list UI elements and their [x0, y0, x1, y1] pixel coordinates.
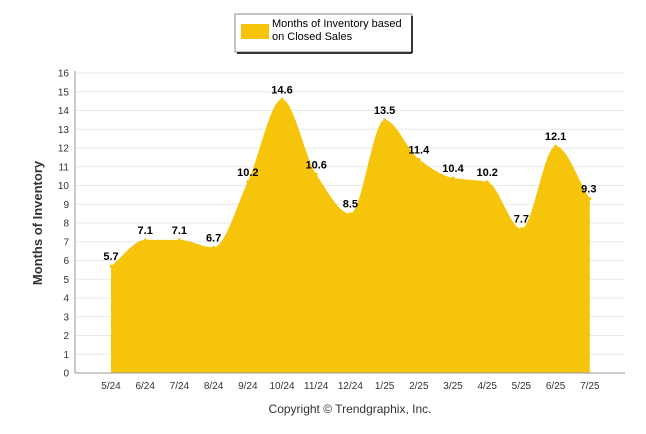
data-label-7/25: 9.3 [581, 184, 596, 196]
legend: Months of Inventory based on Closed Sale… [234, 13, 413, 54]
data-label-3/25: 10.4 [442, 163, 464, 175]
y-tick-label-0: 0 [63, 369, 69, 380]
y-tick-label-12: 12 [58, 144, 70, 155]
x-tick-label-5/24: 5/24 [101, 381, 121, 392]
legend-label-line2: on Closed Sales [272, 31, 353, 43]
y-tick-label-13: 13 [58, 125, 70, 136]
y-tick-label-16: 16 [58, 69, 70, 80]
x-tick-label-1/25: 1/25 [375, 381, 395, 392]
data-label-10/24: 14.6 [271, 84, 292, 96]
data-label-9/24: 10.2 [237, 167, 258, 179]
x-tick-label-4/25: 4/25 [477, 381, 497, 392]
x-tick-label-7/24: 7/24 [170, 381, 190, 392]
data-point-11/24 [314, 172, 318, 176]
axes [74, 71, 625, 374]
legend-label-line1: Months of Inventory based [272, 18, 402, 30]
x-tick-label-9/24: 9/24 [238, 381, 258, 392]
x-tick-label-5/25: 5/25 [512, 381, 532, 392]
data-point-6/24 [143, 238, 147, 242]
y-tick-label-15: 15 [58, 87, 70, 98]
area-series [109, 97, 592, 373]
y-tick-label-1: 1 [63, 350, 69, 361]
y-tick-label-4: 4 [63, 294, 69, 305]
x-tick-label-2/25: 2/25 [409, 381, 429, 392]
x-tick-label-3/25: 3/25 [443, 381, 463, 392]
data-point-4/25 [485, 180, 489, 184]
x-tick-label-11/24: 11/24 [304, 381, 329, 392]
x-tick-label-12/24: 12/24 [338, 381, 363, 392]
data-point-7/25 [588, 197, 592, 201]
data-point-12/24 [348, 212, 352, 216]
x-tick-label-6/24: 6/24 [135, 381, 155, 392]
y-tick-label-2: 2 [63, 331, 69, 342]
y-tick-label-7: 7 [63, 237, 69, 248]
y-tick-label-8: 8 [63, 219, 69, 230]
y-tick-label-9: 9 [63, 200, 69, 211]
y-tick-label-14: 14 [58, 106, 70, 117]
y-tick-label-5: 5 [63, 275, 69, 286]
data-label-6/24: 7.1 [138, 225, 153, 237]
data-labels: 5.7 7.1 7.1 6.7 10.2 14.6 10.6 8.5 13.5 11.4 10.4 1… [103, 84, 596, 263]
legend-swatch [241, 24, 269, 39]
data-label-7/24: 7.1 [172, 225, 187, 237]
data-label-5/25: 7.7 [514, 214, 529, 226]
data-label-2/25: 11.4 [408, 144, 430, 156]
data-label-12/24: 8.5 [343, 199, 358, 211]
area-fill [111, 99, 590, 373]
data-label-5/24: 5.7 [103, 251, 118, 263]
y-tick-label-10: 10 [58, 181, 70, 192]
x-tick-label-7/25: 7/25 [580, 381, 600, 392]
data-point-9/24 [246, 180, 250, 184]
data-label-6/25: 12.1 [545, 131, 566, 143]
data-point-7/24 [177, 238, 181, 242]
data-point-1/25 [383, 118, 387, 122]
data-label-4/25: 10.2 [476, 167, 497, 179]
data-point-8/24 [212, 245, 216, 249]
y-tick-label-6: 6 [63, 256, 69, 267]
x-tick-labels: 5/24 6/24 7/24 8/24 9/24 10/24 11/24 12/24 1/25 2… [101, 381, 600, 392]
y-tick-label-3: 3 [63, 312, 69, 323]
data-label-8/24: 6.7 [206, 232, 221, 244]
x-tick-label-8/24: 8/24 [204, 381, 224, 392]
data-label-11/24: 10.6 [305, 159, 326, 171]
data-point-10/24 [280, 97, 284, 101]
data-label-1/25: 13.5 [374, 105, 395, 117]
data-point-5/25 [519, 227, 523, 231]
copyright-text: Copyright © Trendgraphix, Inc. [269, 402, 432, 416]
y-axis-title: Months of Inventory [30, 160, 45, 285]
data-point-5/24 [109, 264, 113, 268]
y-tick-label-11: 11 [59, 162, 70, 173]
data-point-6/25 [554, 144, 558, 148]
x-tick-label-6/25: 6/25 [546, 381, 566, 392]
data-point-3/25 [451, 176, 455, 180]
data-point-2/25 [417, 157, 421, 161]
x-tick-label-10/24: 10/24 [269, 381, 294, 392]
